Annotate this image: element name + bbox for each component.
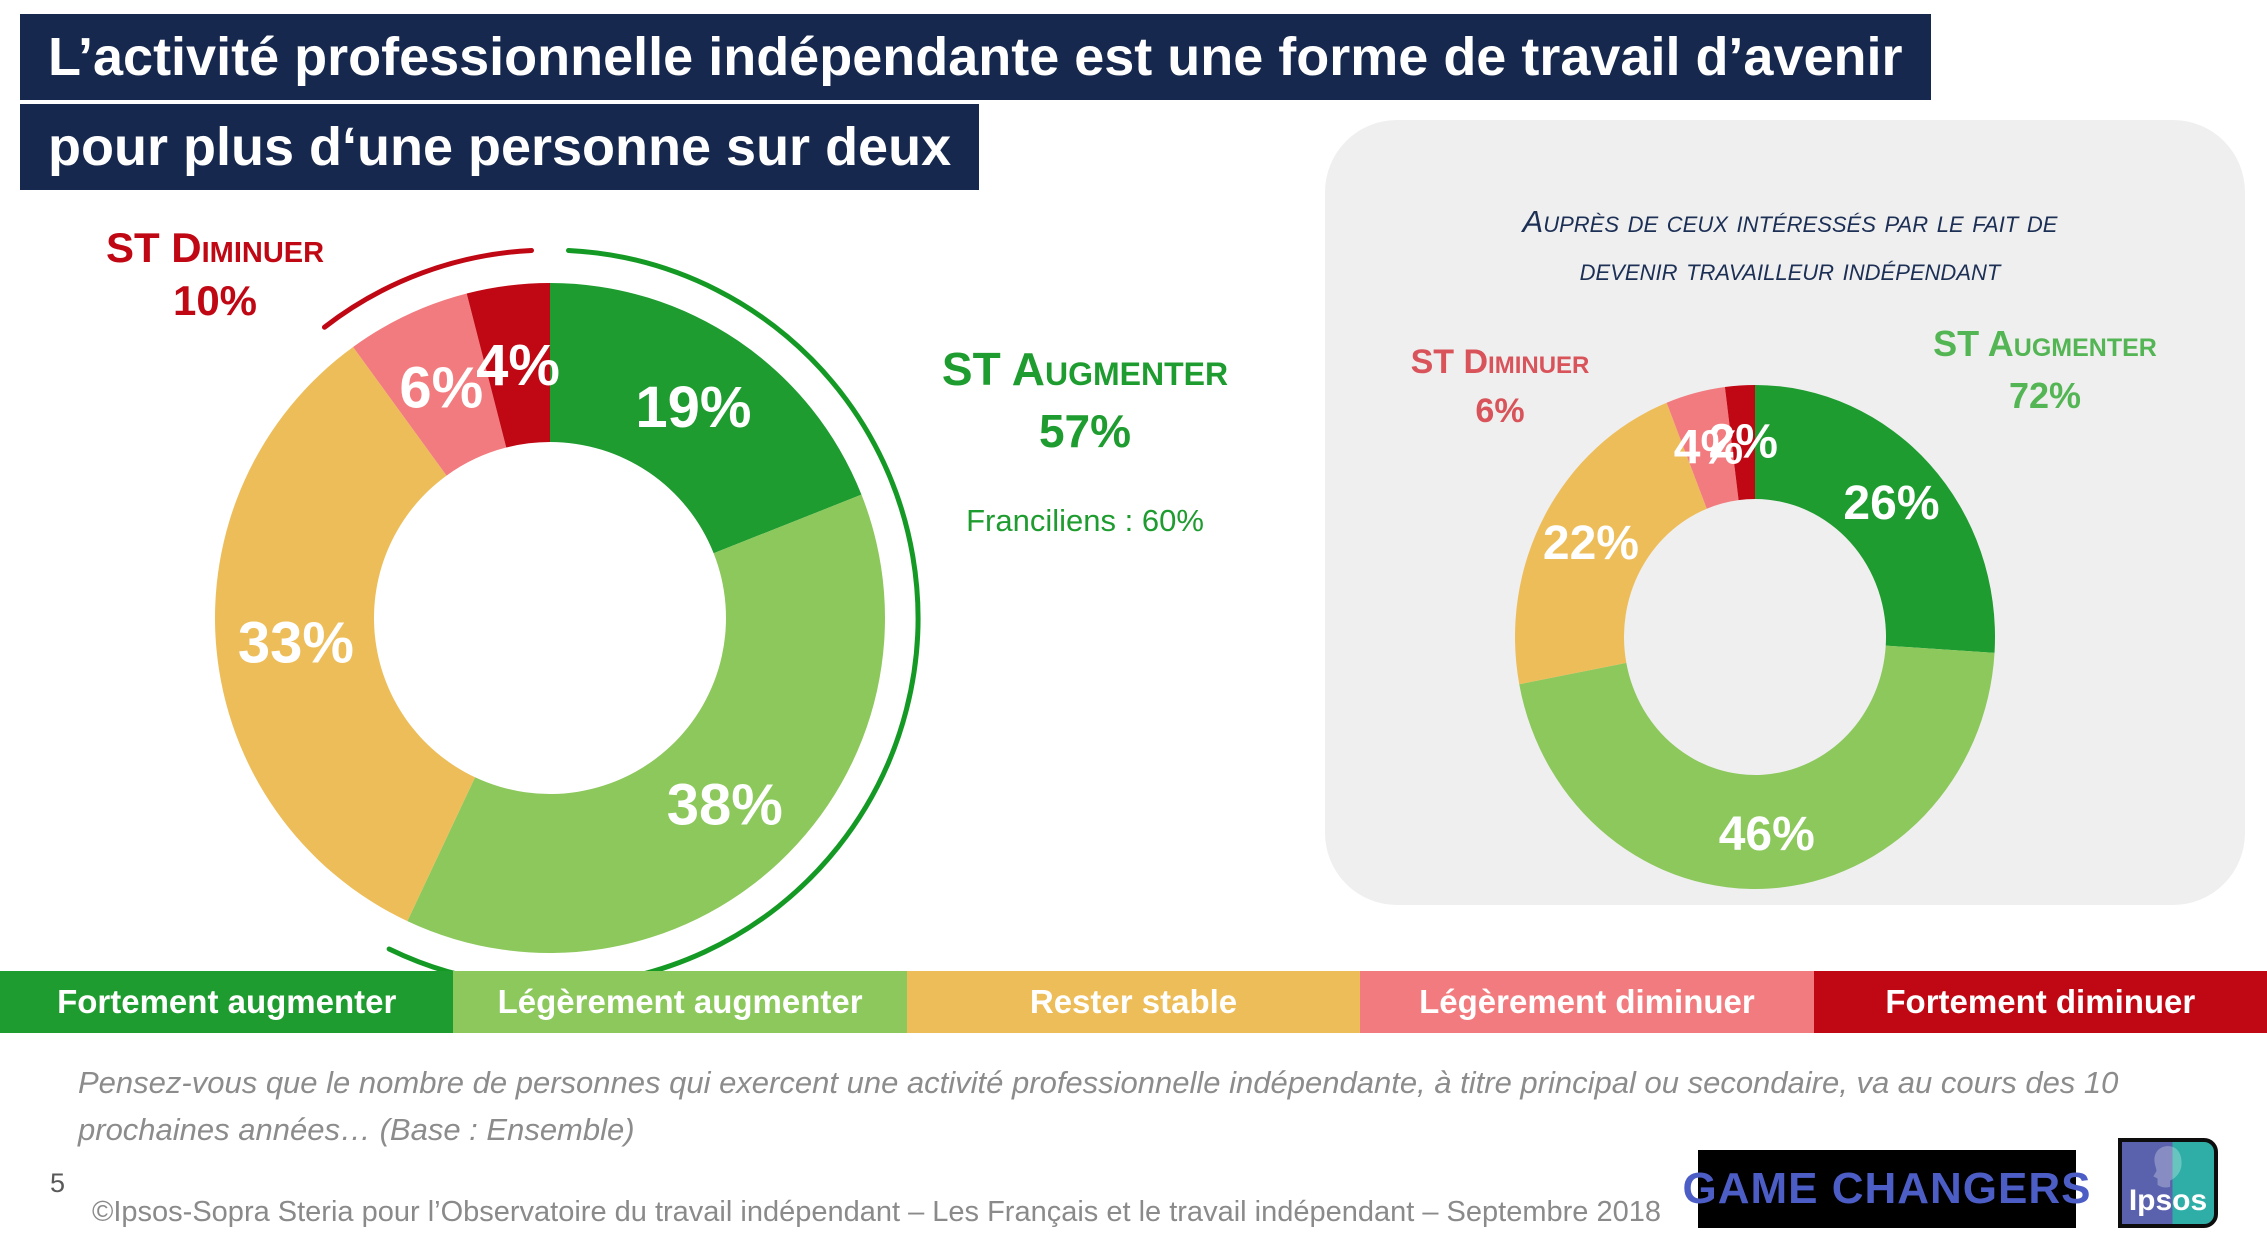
- donut-ensemble-diminuer-arc: [321, 247, 535, 330]
- donut-interesses-value-label-1: 26%: [1843, 477, 1939, 530]
- legend-label: Légèrement diminuer: [1419, 983, 1755, 1020]
- donut-interesses-segment-3: [1515, 402, 1707, 685]
- left-st-diminuer-text: ST Diminuer: [105, 224, 325, 271]
- legend-bar: Fortement augmenter Légèrement augmenter…: [0, 971, 2267, 1033]
- right-st-augmenter-text: ST Augmenter: [1933, 323, 2157, 364]
- ipsos-text: Ipsos: [2128, 1184, 2208, 1217]
- donut-ensemble-value-label-1: 19%: [635, 375, 751, 440]
- legend-label: Fortement diminuer: [1885, 983, 2196, 1020]
- left-st-augmenter-value: 57%: [1038, 405, 1132, 458]
- donut-interesses-segment-4: [1666, 386, 1739, 509]
- donut-ensemble-value-label-5: 4%: [476, 333, 560, 398]
- legend-item-rester-stable: Rester stable: [906, 971, 1361, 1033]
- donut-ensemble-segment-1: [550, 283, 862, 554]
- right-st-augmenter-label: ST Augmenter 72%: [1895, 318, 2195, 422]
- copyright-line: ©Ipsos-Sopra Steria pour l’Observatoire …: [92, 1196, 1661, 1228]
- donut-ensemble-segment-5: [466, 283, 550, 448]
- donut-ensemble-value-label-3: 33%: [238, 610, 354, 675]
- donut-interesses-value-label-3: 22%: [1543, 517, 1639, 570]
- game-changers-logo: GAME CHANGERS: [1682, 1150, 2091, 1228]
- legend-label: Légèrement augmenter: [497, 983, 863, 1020]
- donut-interesses-segment-5: [1724, 385, 1755, 501]
- legend-label: Rester stable: [1029, 983, 1238, 1020]
- franciliens-note: Franciliens : 60%: [966, 503, 1204, 538]
- right-st-diminuer-value: 6%: [1475, 392, 1525, 431]
- donut-interesses-value-label-2: 46%: [1719, 808, 1815, 861]
- legend-item-fortement-diminuer: Fortement diminuer: [1813, 971, 2267, 1033]
- ipsos-logo: Ipsos: [2118, 1138, 2218, 1228]
- donut-interesses-value-label-5: 2%: [1709, 416, 1778, 469]
- donut-interesses-segment-1: [1755, 385, 1995, 653]
- slide-title-line1: L’activité professionnelle indépendante …: [20, 14, 1931, 100]
- donut-ensemble-segment-2: [407, 494, 885, 953]
- left-st-diminuer-label: ST Diminuer 10%: [55, 222, 375, 327]
- donut-ensemble-segment-3: [214, 346, 476, 922]
- left-st-diminuer-value: 10%: [172, 276, 258, 324]
- donut-ensemble-value-label-2: 38%: [667, 772, 783, 837]
- left-st-augmenter-text: ST Augmenter: [941, 343, 1229, 395]
- page-number: 5: [50, 1168, 66, 1198]
- donut-interesses-value-label-4: 4%: [1674, 421, 1743, 474]
- panel-base-note: Auprès de ceux intéressés par le fait de…: [1395, 198, 2185, 294]
- panel-base-note-line1: Auprès de ceux intéressés par le fait de: [1522, 204, 2058, 239]
- right-st-diminuer-label: ST Diminuer 6%: [1385, 338, 1615, 437]
- legend-label: Fortement augmenter: [57, 983, 397, 1020]
- donut-ensemble-segment-4: [353, 293, 507, 476]
- panel-base-note-line2: devenir travailleur indépendant: [1579, 252, 2001, 288]
- game-changers-text: GAME CHANGERS: [1682, 1164, 2092, 1213]
- donut-interesses-segment-2: [1519, 645, 1995, 889]
- legend-item-legerement-diminuer: Légèrement diminuer: [1360, 971, 1814, 1033]
- left-st-augmenter-label: ST Augmenter 57%: [900, 338, 1270, 462]
- legend-item-fortement-augmenter: Fortement augmenter: [0, 971, 454, 1033]
- legend-item-legerement-augmenter: Légèrement augmenter: [453, 971, 907, 1033]
- slide-title-line2: pour plus d‘une personne sur deux: [20, 104, 980, 190]
- right-st-diminuer-text: ST Diminuer: [1410, 343, 1590, 381]
- right-st-augmenter-value: 72%: [2008, 375, 2082, 417]
- survey-question: Pensez-vous que le nombre de personnes q…: [78, 1065, 2119, 1147]
- ipsos-face-silhouette-icon: [2153, 1146, 2182, 1188]
- donut-ensemble-value-label-4: 6%: [399, 355, 483, 420]
